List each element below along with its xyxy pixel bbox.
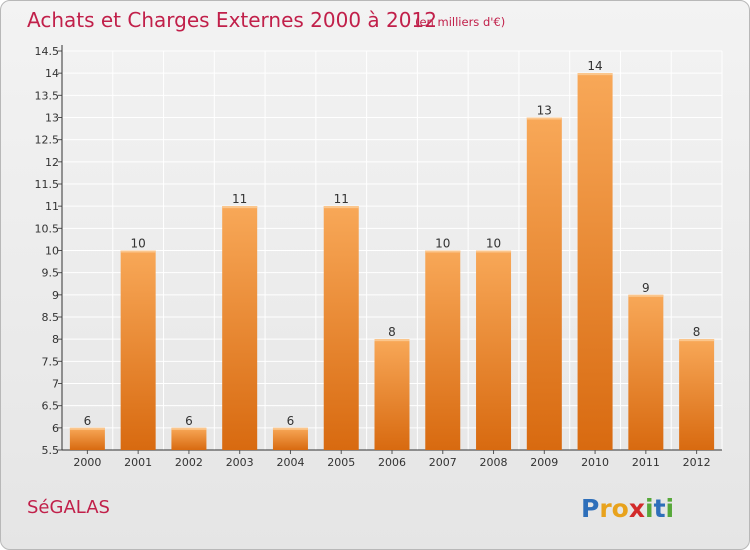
- x-tick-label: 2005: [327, 456, 355, 469]
- y-tick-label: 7.5: [42, 355, 60, 368]
- x-tick-label: 2008: [480, 456, 508, 469]
- y-tick-label: 14.5: [35, 45, 60, 58]
- bar-2008: [476, 250, 512, 450]
- bar-value-label: 9: [642, 281, 650, 295]
- y-tick-label: 7: [52, 378, 59, 391]
- bar-2007: [425, 250, 461, 450]
- y-tick-label: 9: [52, 289, 59, 302]
- bar-2000: [69, 427, 105, 450]
- bar-2001: [120, 250, 156, 450]
- y-tick-label: 8: [52, 333, 59, 346]
- bar-value-label: 14: [587, 59, 602, 73]
- bar-highlight: [272, 427, 308, 430]
- bar-value-label: 6: [185, 414, 193, 428]
- bar-highlight: [526, 117, 562, 120]
- logo-letter: o: [612, 494, 629, 523]
- y-tick-label: 9.5: [42, 267, 60, 280]
- bar-2012: [679, 339, 715, 450]
- bars: [69, 73, 715, 451]
- bar-2003: [222, 206, 258, 450]
- bar-highlight: [374, 339, 410, 342]
- bar-highlight: [120, 250, 156, 253]
- y-tick-label: 10: [45, 245, 59, 258]
- bar-highlight: [476, 250, 512, 253]
- bar-value-label: 6: [84, 414, 92, 428]
- bar-highlight: [425, 250, 461, 253]
- logo-letter: t: [654, 494, 666, 523]
- bar-highlight: [628, 294, 664, 297]
- bar-2004: [272, 427, 308, 450]
- x-tick-label: 2001: [124, 456, 152, 469]
- bar-highlight: [323, 206, 359, 209]
- bar-value-label: 10: [435, 237, 450, 251]
- bar-highlight: [577, 73, 613, 76]
- x-tick-label: 2007: [429, 456, 457, 469]
- bar-highlight: [69, 427, 105, 430]
- bar-highlight: [222, 206, 258, 209]
- y-tick-label: 8.5: [42, 311, 60, 324]
- y-tick-label: 11.5: [35, 178, 60, 191]
- bar-value-label: 11: [232, 192, 247, 206]
- bar-value-label: 13: [537, 104, 552, 118]
- bar-2010: [577, 73, 613, 451]
- y-tick-label: 12: [45, 156, 59, 169]
- bar-value-label: 10: [486, 237, 501, 251]
- x-tick-label: 2003: [226, 456, 254, 469]
- bar-2002: [171, 427, 207, 450]
- bar-2005: [323, 206, 359, 450]
- y-tick-label: 10.5: [35, 222, 60, 235]
- bar-2011: [628, 294, 664, 450]
- x-tick-label: 2010: [581, 456, 609, 469]
- x-tick-label: 2012: [683, 456, 711, 469]
- bar-2009: [526, 117, 562, 450]
- x-tick-label: 2009: [530, 456, 558, 469]
- chart-title: Achats et Charges Externes 2000 à 2012: [27, 8, 437, 32]
- x-tick-label: 2004: [276, 456, 304, 469]
- logo-letter: i: [666, 494, 675, 523]
- bar-value-label: 8: [388, 325, 396, 339]
- bar-value-label: 10: [131, 237, 146, 251]
- y-tick-label: 6: [52, 422, 59, 435]
- x-tick-label: 2011: [632, 456, 660, 469]
- y-tick-label: 12.5: [35, 134, 60, 147]
- logo-letter: P: [581, 494, 599, 523]
- proxiti-logo: Proxiti: [581, 494, 674, 523]
- bar-value-label: 6: [287, 414, 295, 428]
- x-tick-label: 2006: [378, 456, 406, 469]
- logo-letter: i: [645, 494, 654, 523]
- bar-2006: [374, 339, 410, 450]
- bar-highlight: [679, 339, 715, 342]
- y-tick-label: 13.5: [35, 89, 60, 102]
- x-tick-label: 2002: [175, 456, 203, 469]
- y-tick-label: 5.5: [42, 444, 60, 457]
- logo-letter: r: [599, 494, 612, 523]
- place-name: SéGALAS: [27, 497, 110, 518]
- bar-value-label: 8: [693, 325, 701, 339]
- logo-letter: x: [629, 494, 645, 523]
- y-tick-label: 6.5: [42, 400, 60, 413]
- bar-value-label: 11: [334, 192, 349, 206]
- y-tick-label: 13: [45, 112, 59, 125]
- y-tick-label: 14: [45, 67, 59, 80]
- chart-subtitle: (en milliers d'€): [415, 15, 505, 29]
- y-tick-label: 11: [45, 200, 59, 213]
- bar-highlight: [171, 427, 207, 430]
- labels: 5.5 6 6.5 7 7.5 8 8.5 9 9.5 10 10.5 11 11.5 12 12.5 13 1…: [35, 45, 711, 469]
- x-tick-label: 2000: [73, 456, 101, 469]
